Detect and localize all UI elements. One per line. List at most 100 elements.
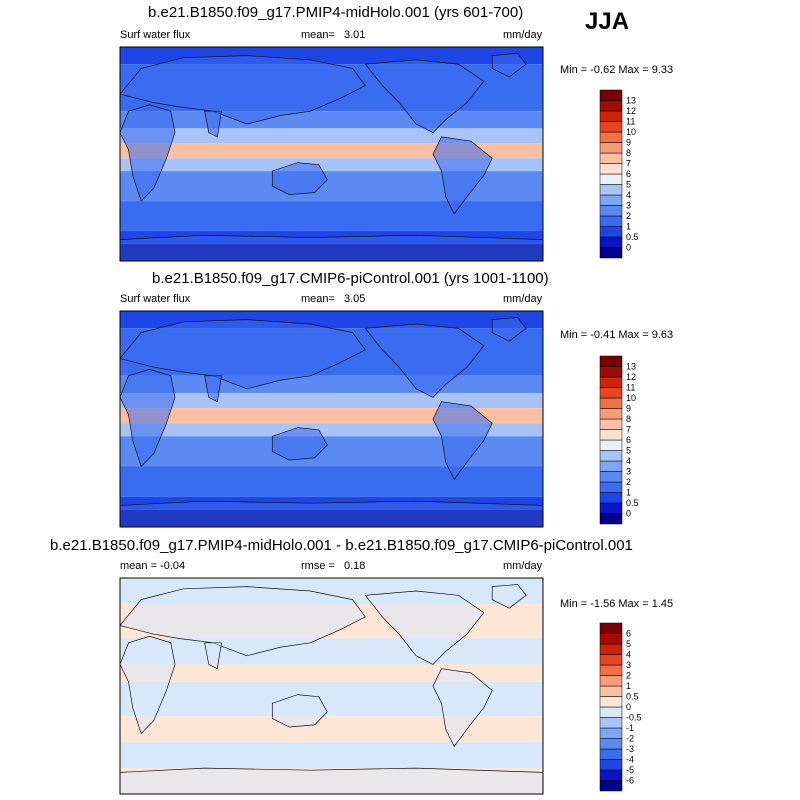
panel-2-minmax: Min = -0.41 Max = 9.63 xyxy=(560,329,674,341)
map-panel-2 xyxy=(119,310,544,528)
map-2-coastline-6 xyxy=(432,401,493,481)
colorbar-1-tick-label: 8 xyxy=(626,148,631,158)
colorbar-2-tick-label: 1 xyxy=(626,488,631,498)
panel-3-rmse-value: 0.18 xyxy=(344,560,366,572)
colorbar-3-tick-label: -1 xyxy=(626,723,634,733)
map-1-band-8 xyxy=(120,201,543,232)
colorbar-2-box-3 xyxy=(599,492,623,504)
map-panel-1 xyxy=(119,46,544,262)
colorbar-2-box-2 xyxy=(599,502,623,514)
colorbar-1-tick-label: 12 xyxy=(626,106,636,116)
colorbar-3-box-3 xyxy=(599,759,623,771)
colorbar-1-tick-label: 5 xyxy=(626,180,631,190)
colorbar-3-box-12 xyxy=(599,664,623,676)
map-2-coastline-1 xyxy=(119,368,176,468)
panel-2-units: mm/day xyxy=(503,293,543,305)
colorbar-3-box-14 xyxy=(599,643,623,655)
colorbar-2-box-5 xyxy=(599,471,623,483)
map-1-coastline-5 xyxy=(364,59,485,134)
colorbar-2-box-13 xyxy=(599,387,623,399)
colorbar-2-tick-label: 7 xyxy=(626,425,631,435)
colorbar-1-box-5 xyxy=(599,205,623,217)
colorbar-1-box-2 xyxy=(599,236,623,248)
map-3-band-7 xyxy=(120,742,543,769)
colorbar-1-tick-label: 6 xyxy=(626,169,631,179)
colorbar-2-tick-label: 0.5 xyxy=(626,498,639,508)
colorbar-2-tick-label: 9 xyxy=(626,404,631,414)
map-1-coastline-6 xyxy=(432,136,493,215)
colorbar-1-tick-label: 9 xyxy=(626,138,631,148)
map-1-coastline-3 xyxy=(204,110,222,138)
map-3-coastline-1 xyxy=(119,635,176,735)
panel-1-variable-label: Surf water flux xyxy=(120,29,191,41)
map-panel-3 xyxy=(119,577,544,795)
colorbar-1-box-9 xyxy=(599,163,623,175)
panel-1-title: b.e21.B1850.f09_g17.PMIP4-midHolo.001 (y… xyxy=(148,4,524,21)
panel-3-mean-label: mean = -0.04 xyxy=(120,560,186,572)
panel-2-title: b.e21.B1850.f09_g17.CMIP6-piControl.001 … xyxy=(152,270,549,287)
panel-1-minmax: Min = -0.62 Max = 9.33 xyxy=(560,64,674,76)
colorbar-2-tick-label: 0 xyxy=(626,509,631,519)
colorbar-1-box-7 xyxy=(599,184,623,196)
map-3-coastline-7 xyxy=(119,767,544,795)
colorbar-2-tick-label: 13 xyxy=(626,362,636,372)
colorbar-1-box-8 xyxy=(599,173,623,185)
colorbar-3-box-13 xyxy=(599,654,623,666)
colorbar-1-box-11 xyxy=(599,142,623,154)
colorbar-3-tick-label: 0.5 xyxy=(626,692,639,702)
colorbar-3-box-11 xyxy=(599,675,623,687)
colorbar-3-box-16 xyxy=(599,622,623,634)
panel-3-minmax: Min = -1.56 Max = 1.45 xyxy=(560,598,674,610)
colorbar-1-box-3 xyxy=(599,226,623,238)
colorbar-3-tick-label: 3 xyxy=(626,660,631,670)
colorbar-3-tick-label: 6 xyxy=(626,629,631,639)
panel-1-mean-label: mean= xyxy=(301,29,335,41)
map-2-frame xyxy=(119,310,544,528)
map-2-coastline-8 xyxy=(491,317,527,342)
colorbar-3-box-15 xyxy=(599,633,623,645)
panel-3-rmse-label: rmse = xyxy=(301,560,335,572)
map-3-coastline-3 xyxy=(204,642,222,670)
colorbar-3-tick-label: 4 xyxy=(626,650,631,660)
colorbar-3-box-1 xyxy=(599,780,623,792)
colorbar-1-tick-label: 2 xyxy=(626,211,631,221)
map-1-coastline-2 xyxy=(119,55,366,125)
colorbar-3-tick-label: -0.5 xyxy=(626,713,642,723)
colorbar-3-box-9 xyxy=(599,696,623,708)
colorbar-1-tick-label: 1 xyxy=(626,222,631,232)
map-3-coastline-4 xyxy=(271,694,328,728)
map-2-coastline-5 xyxy=(364,323,485,398)
colorbar-1-box-6 xyxy=(599,194,623,206)
map-3-coastline-5 xyxy=(364,590,485,665)
colorbar-2-box-11 xyxy=(599,408,623,420)
map-1-band-3 xyxy=(120,111,543,129)
season-label: JJA xyxy=(585,8,630,35)
map-1-coastline-4 xyxy=(271,162,328,196)
colorbar-2-tick-label: 6 xyxy=(626,435,631,445)
colorbar-2-tick-label: 10 xyxy=(626,393,636,403)
colorbar-2-box-12 xyxy=(599,397,623,409)
colorbar-1-tick-label: 10 xyxy=(626,127,636,137)
panel-2-variable-label: Surf water flux xyxy=(120,293,191,305)
panel-3-units: mm/day xyxy=(503,560,543,572)
map-1-coastline-7 xyxy=(119,234,544,262)
colorbar-2-tick-label: 2 xyxy=(626,477,631,487)
map-3-coastline-2 xyxy=(119,586,366,657)
colorbar-2-box-16 xyxy=(599,355,623,367)
colorbar-3-tick-label: 1 xyxy=(626,681,631,691)
colorbar-1-box-1 xyxy=(599,247,623,259)
colorbar-2-tick-label: 8 xyxy=(626,414,631,424)
map-1-coastline-8 xyxy=(491,53,527,78)
colorbar-1-tick-label: 0 xyxy=(626,243,631,253)
colorbar-2-box-7 xyxy=(599,450,623,462)
map-2-coastline-4 xyxy=(271,427,328,461)
colorbar-1-box-12 xyxy=(599,131,623,143)
colorbar-3-box-7 xyxy=(599,717,623,729)
map-3-coastline-6 xyxy=(432,668,493,748)
colorbar-2-box-1 xyxy=(599,513,623,525)
colorbar-1-box-14 xyxy=(599,110,623,122)
panel-2-mean-value: 3.05 xyxy=(344,293,366,305)
